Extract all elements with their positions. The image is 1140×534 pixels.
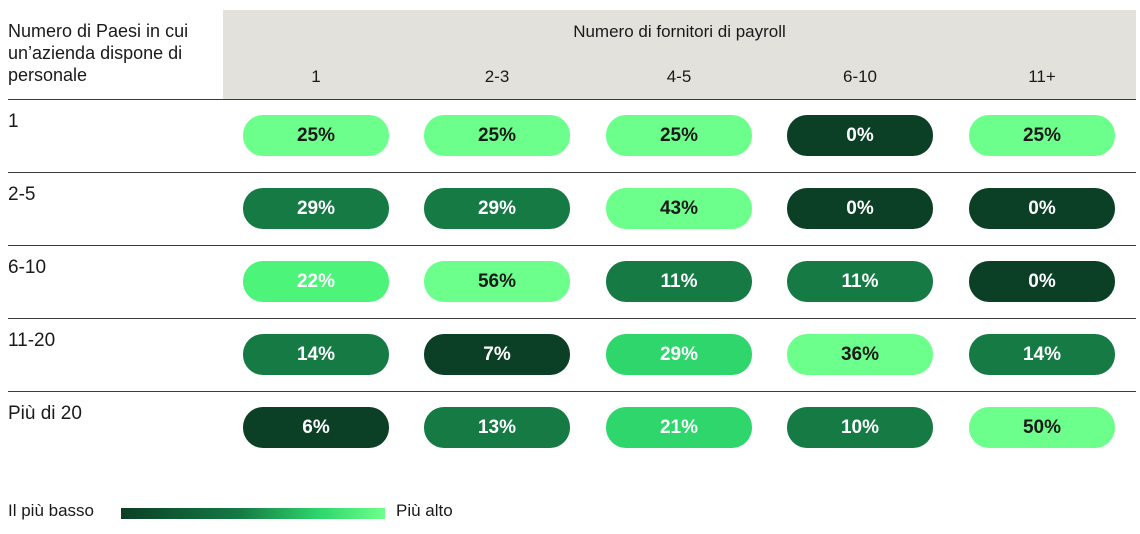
heatmap-cell: 6% xyxy=(243,407,389,448)
row-separator xyxy=(8,391,1136,392)
column-group-title: Numero di fornitori di payroll xyxy=(573,22,786,41)
row-label: 6-10 xyxy=(8,257,47,278)
heatmap-cell: 0% xyxy=(787,115,933,156)
heatmap-cell: 22% xyxy=(243,261,389,302)
heatmap-cell: 43% xyxy=(606,188,752,229)
row-label: 1 xyxy=(8,111,19,132)
heatmap-cell: 25% xyxy=(243,115,389,156)
legend-low-label: Il più basso xyxy=(8,501,94,520)
heatmap-cell: 25% xyxy=(424,115,570,156)
legend-gradient-bar xyxy=(121,508,385,519)
heatmap-cell: 21% xyxy=(606,407,752,448)
row-separator xyxy=(8,318,1136,319)
row-label: Più di 20 xyxy=(8,403,82,424)
heatmap-cell: 25% xyxy=(969,115,1115,156)
heatmap-cell: 0% xyxy=(969,188,1115,229)
column-label: 11+ xyxy=(1028,67,1056,86)
heatmap-cell: 14% xyxy=(243,334,389,375)
row-separator xyxy=(8,172,1136,173)
column-label: 2-3 xyxy=(484,67,510,86)
heatmap-cell: 10% xyxy=(787,407,933,448)
column-label: 1 xyxy=(311,67,321,86)
heatmap-cell: 0% xyxy=(787,188,933,229)
heatmap-cell: 11% xyxy=(606,261,752,302)
column-header-band xyxy=(223,10,1136,99)
heatmap-cell: 29% xyxy=(606,334,752,375)
row-label: 2-5 xyxy=(8,184,36,205)
heatmap-cell: 29% xyxy=(243,188,389,229)
row-separator xyxy=(8,245,1136,246)
row-header-title: Numero di Paesi in cui un’azienda dispon… xyxy=(8,21,189,85)
heatmap-cell: 7% xyxy=(424,334,570,375)
row-label: 11-20 xyxy=(8,330,56,351)
row-separator xyxy=(8,99,1136,100)
column-label: 6-10 xyxy=(842,67,878,86)
heatmap-cell: 0% xyxy=(969,261,1115,302)
column-label: 4-5 xyxy=(666,67,692,86)
heatmap-cell: 25% xyxy=(606,115,752,156)
heatmap-cell: 50% xyxy=(969,407,1115,448)
heatmap-cell: 11% xyxy=(787,261,933,302)
heatmap-cell: 13% xyxy=(424,407,570,448)
heatmap-cell: 36% xyxy=(787,334,933,375)
heatmap-cell: 14% xyxy=(969,334,1115,375)
heatmap-cell: 56% xyxy=(424,261,570,302)
heatmap-cell: 29% xyxy=(424,188,570,229)
legend-high-label: Più alto xyxy=(396,501,453,520)
